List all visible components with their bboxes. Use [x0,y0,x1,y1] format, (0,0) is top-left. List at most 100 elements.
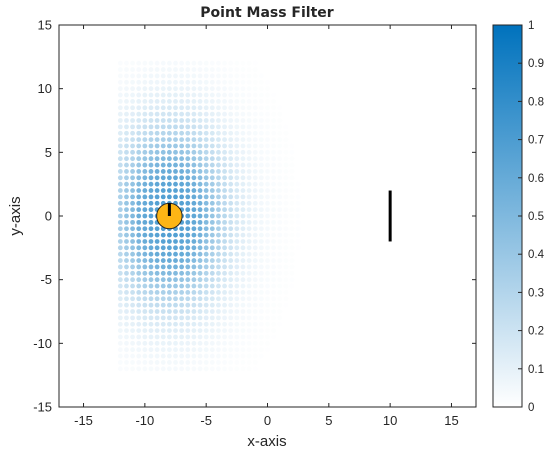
point-mass [203,360,209,365]
point-mass [258,353,264,359]
point-mass [130,258,135,263]
point-mass [203,124,209,130]
point-mass [166,360,172,365]
point-mass [148,347,154,353]
point-mass [130,162,135,168]
point-mass [179,111,185,117]
point-mass [252,73,258,79]
point-mass [283,296,289,302]
point-mass [166,334,172,340]
point-mass [136,239,142,244]
point-mass [246,143,252,149]
point-mass [209,232,215,238]
point-mass [117,353,123,359]
point-mass [271,251,277,257]
point-mass [258,162,264,168]
point-mass [185,156,191,162]
point-mass [252,302,258,308]
point-mass [185,111,191,117]
point-mass [197,105,203,111]
y-tick-label: 10 [38,81,52,96]
point-mass [258,315,264,321]
point-mass [234,226,240,232]
point-mass [203,60,209,66]
point-mass [252,213,258,219]
point-mass [148,124,154,130]
point-mass [117,79,123,85]
point-mass [185,130,191,136]
point-mass [154,124,160,130]
point-mass [148,169,154,174]
point-mass [166,328,172,333]
point-mass [173,251,178,257]
point-mass [142,60,148,66]
point-mass [142,347,148,353]
point-mass-cloud [117,60,301,372]
point-mass [179,340,185,346]
point-mass [277,175,283,181]
point-mass [166,156,172,162]
point-mass [173,296,178,302]
point-mass [185,321,191,327]
point-mass [209,245,215,251]
point-mass [124,200,129,206]
point-mass [252,219,258,225]
point-mass [185,277,191,283]
point-mass [124,67,129,72]
point-mass [148,290,154,295]
point-mass [142,270,148,276]
point-mass [148,79,154,85]
point-mass [277,111,283,117]
point-mass [160,188,166,193]
point-mass [136,251,142,257]
point-mass [209,79,215,85]
point-mass [179,194,185,200]
point-mass [216,79,221,85]
point-mass [130,277,135,283]
point-mass [173,181,178,187]
point-mass [209,200,215,206]
point-mass [191,277,197,283]
point-mass [271,200,277,206]
point-mass [136,67,142,72]
point-mass [289,162,295,168]
point-mass [191,232,197,238]
point-mass [271,315,277,321]
point-mass [222,200,227,206]
point-mass [222,315,227,321]
point-mass [283,188,289,193]
point-mass [234,219,240,225]
point-mass [283,290,289,295]
point-mass [191,347,197,353]
point-mass [252,181,258,187]
point-mass [283,251,289,257]
point-mass [197,360,203,365]
point-mass [154,181,160,187]
point-mass [148,213,154,219]
point-mass [197,315,203,321]
point-mass [173,290,178,295]
point-mass [142,232,148,238]
point-mass [246,315,252,321]
point-mass [148,86,154,92]
point-mass [136,340,142,346]
point-mass [240,219,246,225]
point-mass [228,245,234,251]
point-mass [142,283,148,289]
point-mass [130,200,135,206]
point-mass [185,181,191,187]
point-mass [203,219,209,225]
point-mass [271,137,277,143]
point-mass [197,99,203,104]
point-mass [148,105,154,111]
point-mass [130,264,135,270]
point-mass [209,86,215,92]
point-mass [265,347,270,353]
point-mass [234,309,240,314]
point-mass [209,328,215,333]
point-mass [124,156,129,162]
point-mass [166,111,172,117]
point-mass [277,105,283,111]
point-mass [173,188,178,193]
point-mass [203,181,209,187]
